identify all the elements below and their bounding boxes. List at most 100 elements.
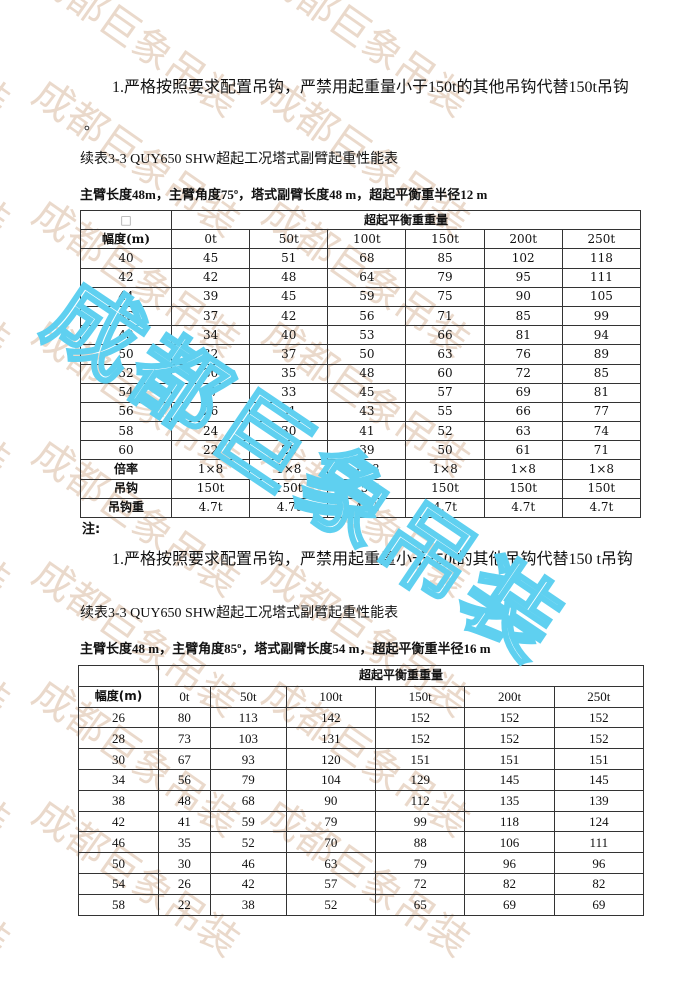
table-cell: 75 [405,286,485,307]
table-cell: 63 [483,421,563,442]
table-cell: 106 [464,831,555,854]
table-cell: 151 [375,748,466,770]
group-header: 超起平衡重重量 [171,209,641,231]
table-caption: 续表3-3 QUY650 SHW超起工况塔式副臂起重性能表 [80,606,399,621]
table-cell: 152 [553,706,645,729]
table-cell: 79 [285,810,377,833]
table-cell: 74 [561,421,642,442]
table-cell: 111 [553,831,645,854]
table-cell: 150t [405,478,485,499]
column-header: 150t [405,229,485,250]
table-row: 46 35 52 70 88 106 111 [78,831,645,854]
hook-note: 1.严格按照要求配置吊钩，严禁用起重量小于150t的其他吊钩代替150 t吊钩 [112,551,633,568]
table-cell: 41 [158,810,211,833]
row-header: 幅度(m) [78,685,159,708]
table-cell: 124 [553,810,645,833]
table-subtitle: 主臂长度48 m，主臂角度85º，塔式副臂长度54 m，超起平衡重半径16 m [80,641,491,656]
table-cell: 142 [285,706,377,729]
table-cell: 145 [464,768,555,791]
table-cell: 42 [209,872,287,895]
table-row: 56 26 31 43 55 66 77 [80,401,642,423]
row-label: 52 [80,363,172,384]
table-cell: 99 [561,305,642,327]
notes-label: 注: [82,522,101,537]
row-label: 40 [80,248,172,269]
load-chart-table-1: □ 超起平衡重重量 幅度(m) 0t 50t 100t 150t 200t 250t 40… [80,209,642,519]
table-cell: 152 [553,727,645,750]
table-cell: 102 [483,248,563,269]
table-cell: 152 [375,727,466,750]
column-header: 150t [375,685,466,708]
table-cell: 45 [327,382,407,403]
row-label: 42 [80,267,172,288]
table-cell: 145 [553,768,645,791]
table-cell: 50 [327,344,407,365]
table-row: 30 67 93 120 151 151 151 [78,748,645,770]
row-label: 28 [78,727,159,750]
table-cell: 38 [209,893,287,916]
table-cell: 55 [405,401,485,423]
table-cell: 52 [285,893,377,916]
table-cell: 150t [327,478,407,499]
table-cell: 4.7t [170,497,251,519]
table-cell: 35 [249,363,329,384]
table-cell: 1×8 [249,459,329,480]
row-label: 48 [80,325,172,346]
row-label: 46 [80,305,172,327]
table-cell: 71 [561,440,642,461]
table-cell: 150t [249,478,329,499]
column-header: 250t [561,229,642,250]
table-cell: 152 [375,706,466,729]
table-cell: 68 [209,789,287,812]
table-cell: 61 [483,440,563,461]
table-cell: 4.7t [405,497,485,519]
table-cell: 89 [561,344,642,365]
table-cell: 113 [209,706,287,729]
table-cell: 150t [170,478,251,499]
table-cell: 41 [327,421,407,442]
table-cell: 35 [158,831,211,854]
column-header: 250t [553,685,645,708]
table-cell: 139 [553,789,645,812]
table-cell: 69 [553,893,645,916]
table-row: 58 24 30 41 52 63 74 [80,421,642,442]
table-cell: 79 [405,267,485,288]
table-row: 34 56 79 104 129 145 145 [78,768,645,791]
table-cell: 88 [375,831,466,854]
table-cell: 64 [327,267,407,288]
footer-row: 吊钩 150t 150t 150t 150t 150t 150t [80,478,642,499]
table-cell: 81 [483,325,563,346]
column-header: 200t [464,685,555,708]
table-cell: 80 [158,706,211,729]
table-cell: 37 [170,305,251,327]
table-cell: 90 [483,286,563,307]
table-cell: 79 [209,768,287,791]
corner-cell [78,665,159,687]
table-cell: 152 [464,727,555,750]
column-header: 50t [209,685,287,708]
table-cell: 52 [209,831,287,854]
table-cell: 111 [561,267,642,288]
table-cell: 81 [561,382,642,403]
table-cell: 56 [158,768,211,791]
table-cell: 95 [483,267,563,288]
table-cell: 59 [327,286,407,307]
table-cell: 4.7t [327,497,407,519]
table-cell: 151 [553,748,645,770]
table-cell: 26 [158,872,211,895]
column-header: 50t [249,229,329,250]
table-cell: 79 [375,852,466,874]
table-cell: 34 [170,325,251,346]
table-cell: 66 [405,325,485,346]
table-cell: 71 [405,305,485,327]
table-cell: 135 [464,789,555,812]
table-cell: 77 [561,401,642,423]
footer-row: 吊钩重 4.7t 4.7t 4.7t 4.7t 4.7t 4.7t [80,497,642,519]
table-cell: 118 [561,248,642,269]
table-cell: 150t [561,478,642,499]
column-header: 100t [327,229,407,250]
table-cell: 24 [170,421,251,442]
table-cell: 85 [483,305,563,327]
table-row: 42 41 59 79 99 118 124 [78,810,645,833]
